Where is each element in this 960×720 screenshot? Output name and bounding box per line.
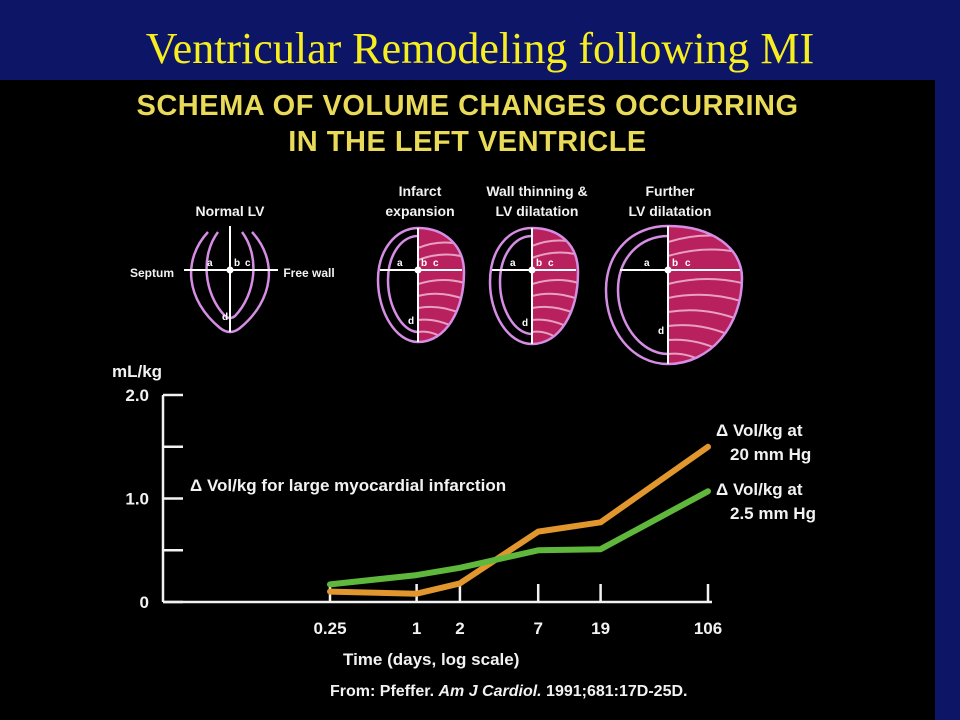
x-tick-label: 1 bbox=[412, 619, 421, 638]
series-line-1 bbox=[327, 488, 711, 588]
data-point-0-2 bbox=[459, 582, 461, 584]
x-tick-label: 7 bbox=[533, 619, 542, 638]
data-point-0-5 bbox=[707, 446, 709, 448]
data-point-0-0 bbox=[329, 591, 331, 593]
lv-diagram-wall-thinning bbox=[488, 226, 580, 346]
schema-heading-line2: IN THE LEFT VENTRICLE bbox=[288, 126, 647, 158]
point-label-b-infarct: b bbox=[421, 258, 427, 269]
source-citation: From: Pfeffer. Am J Cardiol. 1991;681:17… bbox=[330, 683, 687, 701]
legend-20mmhg-line1: Δ Vol/kg at bbox=[716, 421, 803, 440]
source-details: 1991;681:17D-25D. bbox=[541, 683, 688, 700]
lv-center-dot-normal bbox=[226, 266, 234, 274]
legend-20mmhg-line2: 20 mm Hg bbox=[730, 445, 812, 464]
point-label-d-normal: d bbox=[222, 312, 228, 323]
source-journal: Am J Cardiol. bbox=[438, 683, 542, 700]
data-point-0-4 bbox=[600, 521, 602, 523]
panel-label-further-line1: Further bbox=[645, 183, 695, 199]
x-tick-label: 0.25 bbox=[313, 619, 346, 638]
x-tick-label: 106 bbox=[694, 619, 722, 638]
panel-label-thinning-line2: LV dilatation bbox=[495, 203, 579, 219]
point-label-a-thinning: a bbox=[510, 258, 516, 269]
point-label-c-infarct: c bbox=[433, 258, 439, 269]
data-point-0-3 bbox=[537, 531, 539, 533]
data-point-1-3 bbox=[537, 549, 539, 551]
right-border-strip bbox=[935, 80, 960, 720]
panel-label-further-line2: LV dilatation bbox=[628, 203, 712, 219]
point-label-c-thinning: c bbox=[548, 258, 554, 269]
point-label-b-further: b bbox=[672, 258, 678, 269]
data-point-1-2 bbox=[459, 567, 461, 569]
source-prefix: From: Pfeffer. bbox=[330, 683, 439, 700]
lv-diagram-further-dilatation bbox=[604, 224, 744, 366]
point-label-a-infarct: a bbox=[397, 258, 403, 269]
legend-25mmhg-line2: 2.5 mm Hg bbox=[730, 504, 816, 523]
slide-title: Ventricular Remodeling following MI bbox=[145, 24, 815, 73]
panel-label-infarct-line2: expansion bbox=[385, 203, 455, 219]
point-label-a-further: a bbox=[644, 258, 650, 269]
lv-axes-normal bbox=[184, 226, 278, 332]
y-tick-label: 1.0 bbox=[125, 490, 149, 509]
point-label-c-further: c bbox=[685, 258, 691, 269]
septum-label: Septum bbox=[129, 266, 174, 280]
x-axis-label: Time (days, log scale) bbox=[343, 650, 520, 669]
x-tick-label: 19 bbox=[591, 619, 610, 638]
point-label-d-infarct: d bbox=[408, 316, 414, 327]
data-point-1-1 bbox=[416, 574, 418, 576]
y-tick-label: 2.0 bbox=[125, 386, 149, 405]
panel-label-infarct-line1: Infarct bbox=[398, 183, 442, 199]
y-axis-unit-label: mL/kg bbox=[112, 362, 163, 381]
point-label-b-thinning: b bbox=[536, 258, 542, 269]
free-wall-label: Free wall bbox=[283, 266, 335, 280]
point-label-d-further: d bbox=[658, 326, 664, 337]
panel-label-normal-lv: Normal LV bbox=[195, 203, 265, 219]
point-label-b-normal: b bbox=[234, 258, 240, 269]
point-label-a-normal: a bbox=[207, 258, 213, 269]
lv-diagram-infarct-expansion bbox=[376, 226, 466, 344]
chart-annotation: Δ Vol/kg for large myocardial infarction bbox=[190, 476, 507, 495]
volume-line-chart: 0 1.0 2.0 0.25 1 2 7 19 106 bbox=[125, 386, 722, 638]
data-point-1-0 bbox=[329, 583, 331, 585]
data-point-1-5 bbox=[707, 490, 709, 492]
title-bar bbox=[0, 0, 960, 80]
legend-25mmhg-line1: Δ Vol/kg at bbox=[716, 480, 803, 499]
schema-heading-line1: SCHEMA OF VOLUME CHANGES OCCURRING bbox=[136, 90, 799, 122]
infarct-region-c bbox=[532, 228, 578, 344]
slide-content bbox=[0, 80, 960, 720]
panel-label-thinning-line1: Wall thinning & bbox=[486, 183, 588, 199]
point-label-c-normal: c bbox=[245, 258, 251, 269]
x-tick-label: 2 bbox=[455, 619, 464, 638]
point-label-d-thinning: d bbox=[522, 318, 528, 329]
y-tick-label: 0 bbox=[140, 593, 149, 612]
data-point-1-4 bbox=[600, 548, 602, 550]
data-point-0-1 bbox=[416, 593, 418, 595]
